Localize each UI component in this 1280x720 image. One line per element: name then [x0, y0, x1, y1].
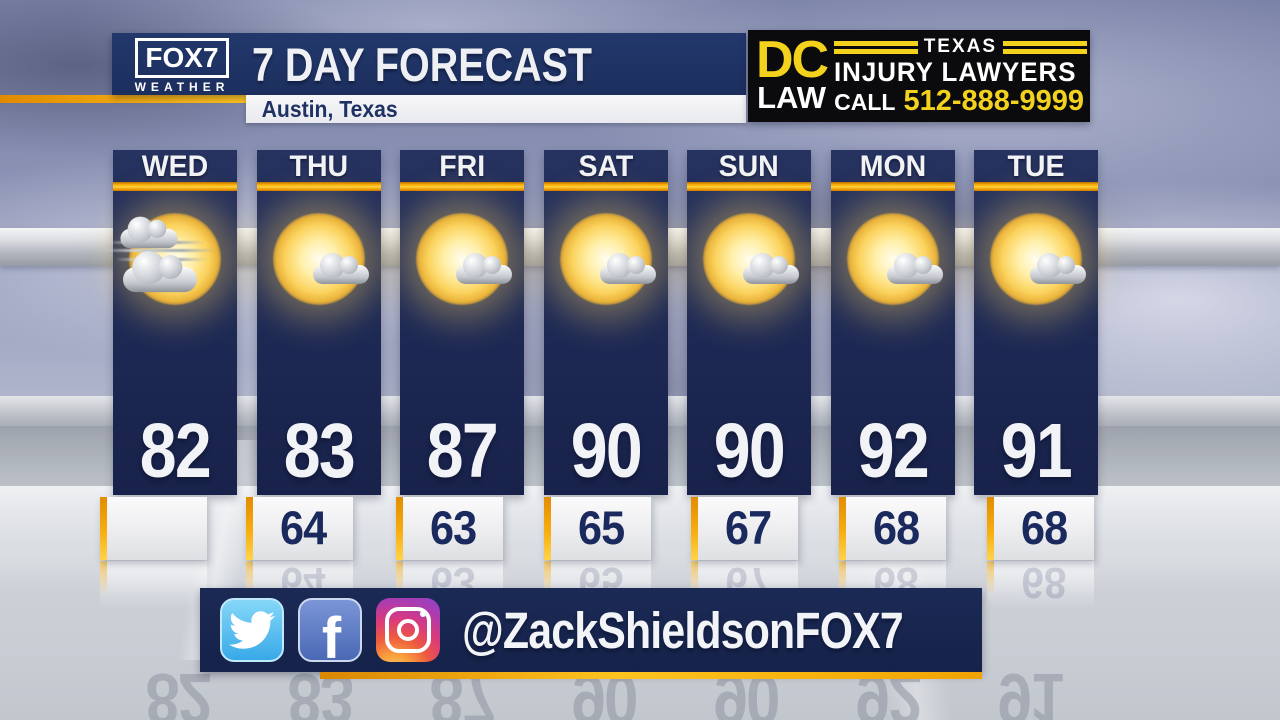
day-underline: [113, 182, 237, 191]
social-handle: @ZackShieldsonFOX7: [462, 601, 904, 659]
twitter-icon: [220, 598, 284, 662]
day-underline: [544, 182, 668, 191]
ad-region-label: TEXAS: [923, 36, 998, 58]
forecast-column-mon: MON 92: [831, 150, 955, 495]
low-temp-box: [100, 497, 207, 560]
weather-logo-text: WEATHER: [134, 80, 230, 94]
low-temp-box: 64: [246, 497, 353, 560]
ad-call-label: CALL: [834, 88, 896, 115]
ad-text-block: TEXAS INJURY LAWYERS CALL 512-888-9999: [834, 35, 1087, 117]
low-temp: 68: [872, 501, 920, 554]
low-temp: 68: [1020, 501, 1068, 554]
forecast-column-sat: SAT 90: [544, 150, 668, 495]
sponsor-ad: DC LAW TEXAS INJURY LAWYERS CALL 512-888…: [748, 30, 1090, 122]
ad-brand: DC LAW: [752, 31, 834, 117]
cloud-glyph: [123, 251, 197, 293]
page-title: 7 DAY FORECAST: [252, 37, 593, 91]
low-temp-box: 68: [839, 497, 946, 560]
low-temp: 63: [429, 501, 477, 554]
forecast-column-sun: SUN 90: [687, 150, 811, 495]
ad-bars-right: [1003, 40, 1087, 54]
low-temp: 67: [724, 501, 772, 554]
day-label: FRI: [439, 150, 485, 183]
cloud-glyph: [120, 216, 178, 249]
social-bar: f @ZackShieldsonFOX7: [200, 588, 982, 672]
low-temp-reflection: 68: [987, 561, 1094, 609]
ad-call-row: CALL 512-888-9999: [834, 84, 1087, 117]
day-label: WED: [141, 150, 209, 183]
high-temp: 92: [857, 408, 930, 494]
sun-with-cloud-icon: [831, 191, 955, 361]
low-temp-reflection: [100, 561, 207, 609]
ad-tagline: INJURY LAWYERS: [834, 57, 1077, 88]
ad-phone-number: 512-888-9999: [903, 84, 1085, 117]
high-temp: 83: [283, 408, 356, 494]
cloud-glyph: [456, 253, 512, 284]
high-temp: 90: [713, 408, 786, 494]
day-underline: [974, 182, 1098, 191]
social-bar-accent: [320, 672, 982, 679]
location-bar: Austin, Texas: [246, 95, 746, 123]
ad-bars-left: [834, 40, 918, 54]
cloud-glyph: [1030, 253, 1086, 284]
sun-with-cloud-icon: [257, 191, 381, 361]
high-temp: 90: [570, 408, 643, 494]
forecast-column-tue: TUE 91: [974, 150, 1098, 495]
instagram-icon: [376, 598, 440, 662]
sun-with-cloud-icon: [400, 191, 524, 361]
low-temp: [107, 503, 207, 552]
header-accent-stripe: [0, 95, 246, 103]
location-label: Austin, Texas: [261, 95, 398, 122]
day-underline: [257, 182, 381, 191]
low-temp-box: 67: [691, 497, 798, 560]
sun-with-cloud-icon: [544, 191, 668, 361]
day-underline: [831, 182, 955, 191]
forecast-column-fri: FRI 87: [400, 150, 524, 495]
day-underline: [400, 182, 524, 191]
day-label: SUN: [718, 150, 780, 183]
ad-brand-law: LAW: [757, 79, 826, 115]
ad-brand-dc: DC: [756, 31, 829, 90]
cloud-glyph: [743, 253, 799, 284]
ad-region-row: TEXAS: [834, 36, 1087, 58]
day-label: MON: [859, 150, 927, 183]
sun-behind-clouds-windy-icon: [101, 191, 237, 361]
header-title-bar: FOX7 WEATHER 7 DAY FORECAST: [112, 33, 746, 95]
day-label: THU: [289, 150, 349, 183]
sun-with-cloud-icon: [974, 191, 1098, 361]
sun-with-cloud-icon: [687, 191, 811, 361]
low-temp: 64: [279, 501, 327, 554]
low-temp-box: 63: [396, 497, 503, 560]
high-temp: 91: [1000, 408, 1073, 494]
low-temp-box: 68: [987, 497, 1094, 560]
high-temp: 82: [139, 408, 212, 494]
fox7-weather-logo: FOX7 WEATHER: [112, 34, 252, 94]
fox7-logo-text: FOX7: [135, 38, 229, 78]
low-temp: 65: [577, 501, 625, 554]
high-temp: 87: [426, 408, 499, 494]
cloud-glyph: [313, 253, 369, 284]
forecast-column-wed: WED 82: [101, 150, 237, 495]
high-temp-reflection: 91: [997, 662, 1063, 720]
low-temp-box: 65: [544, 497, 651, 560]
forecast-column-thu: THU 83: [257, 150, 381, 495]
cloud-glyph: [887, 253, 943, 284]
day-label: SAT: [578, 150, 634, 183]
day-label: TUE: [1007, 150, 1065, 183]
facebook-icon: f: [298, 598, 362, 662]
cloud-glyph: [600, 253, 656, 284]
day-underline: [687, 182, 811, 191]
